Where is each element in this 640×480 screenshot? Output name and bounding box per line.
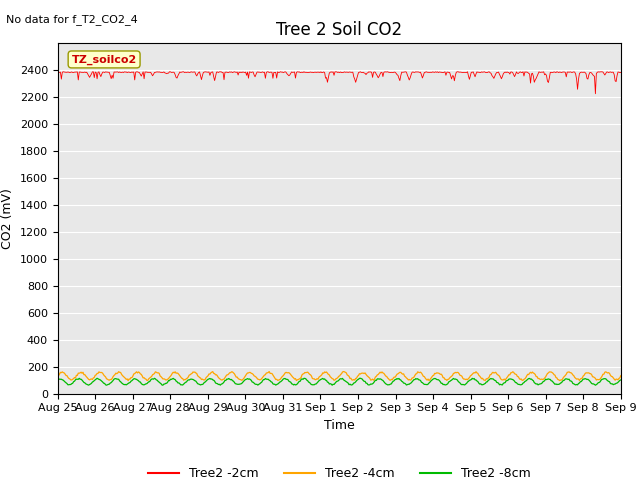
Legend: Tree2 -2cm, Tree2 -4cm, Tree2 -8cm: Tree2 -2cm, Tree2 -4cm, Tree2 -8cm	[143, 462, 536, 480]
Tree2 -8cm	[388, 381, 396, 387]
Tree2 -4cm	[388, 376, 396, 382]
Tree2 -2cm	[154, 69, 162, 75]
Tree2 -4cm	[480, 377, 488, 383]
Tree2 -4cm	[340, 369, 348, 374]
Line: Tree2 -8cm: Tree2 -8cm	[58, 378, 621, 385]
Tree2 -8cm	[159, 383, 167, 388]
Tree2 -2cm	[431, 70, 438, 75]
Tree2 -2cm	[387, 70, 394, 75]
Tree2 -8cm	[356, 375, 364, 381]
Tree2 -2cm	[479, 70, 486, 75]
X-axis label: Time: Time	[324, 419, 355, 432]
Text: TZ_soilco2: TZ_soilco2	[72, 54, 137, 65]
Tree2 -2cm	[140, 69, 147, 75]
Title: Tree 2 Soil CO2: Tree 2 Soil CO2	[276, 21, 403, 39]
Tree2 -4cm	[617, 373, 625, 379]
Line: Tree2 -4cm: Tree2 -4cm	[58, 372, 621, 381]
Tree2 -2cm	[54, 69, 61, 75]
Tree2 -4cm	[54, 374, 61, 380]
Tree2 -2cm	[591, 91, 599, 96]
Tree2 -8cm	[617, 377, 625, 383]
Text: No data for f_T2_CO2_4: No data for f_T2_CO2_4	[6, 14, 138, 25]
Tree2 -4cm	[154, 370, 162, 376]
Tree2 -2cm	[310, 70, 317, 75]
Tree2 -2cm	[617, 70, 625, 75]
Tree2 -4cm	[124, 378, 132, 384]
Tree2 -8cm	[154, 377, 161, 383]
Tree2 -4cm	[432, 371, 440, 376]
Tree2 -8cm	[432, 376, 440, 382]
Tree2 -8cm	[54, 376, 61, 382]
Tree2 -4cm	[200, 377, 207, 383]
Tree2 -2cm	[200, 70, 207, 75]
Line: Tree2 -2cm: Tree2 -2cm	[58, 72, 621, 94]
Y-axis label: CO2 (mV): CO2 (mV)	[1, 188, 14, 249]
Tree2 -8cm	[310, 382, 317, 388]
Tree2 -8cm	[480, 382, 488, 387]
Tree2 -4cm	[310, 376, 317, 382]
Tree2 -8cm	[200, 381, 207, 387]
